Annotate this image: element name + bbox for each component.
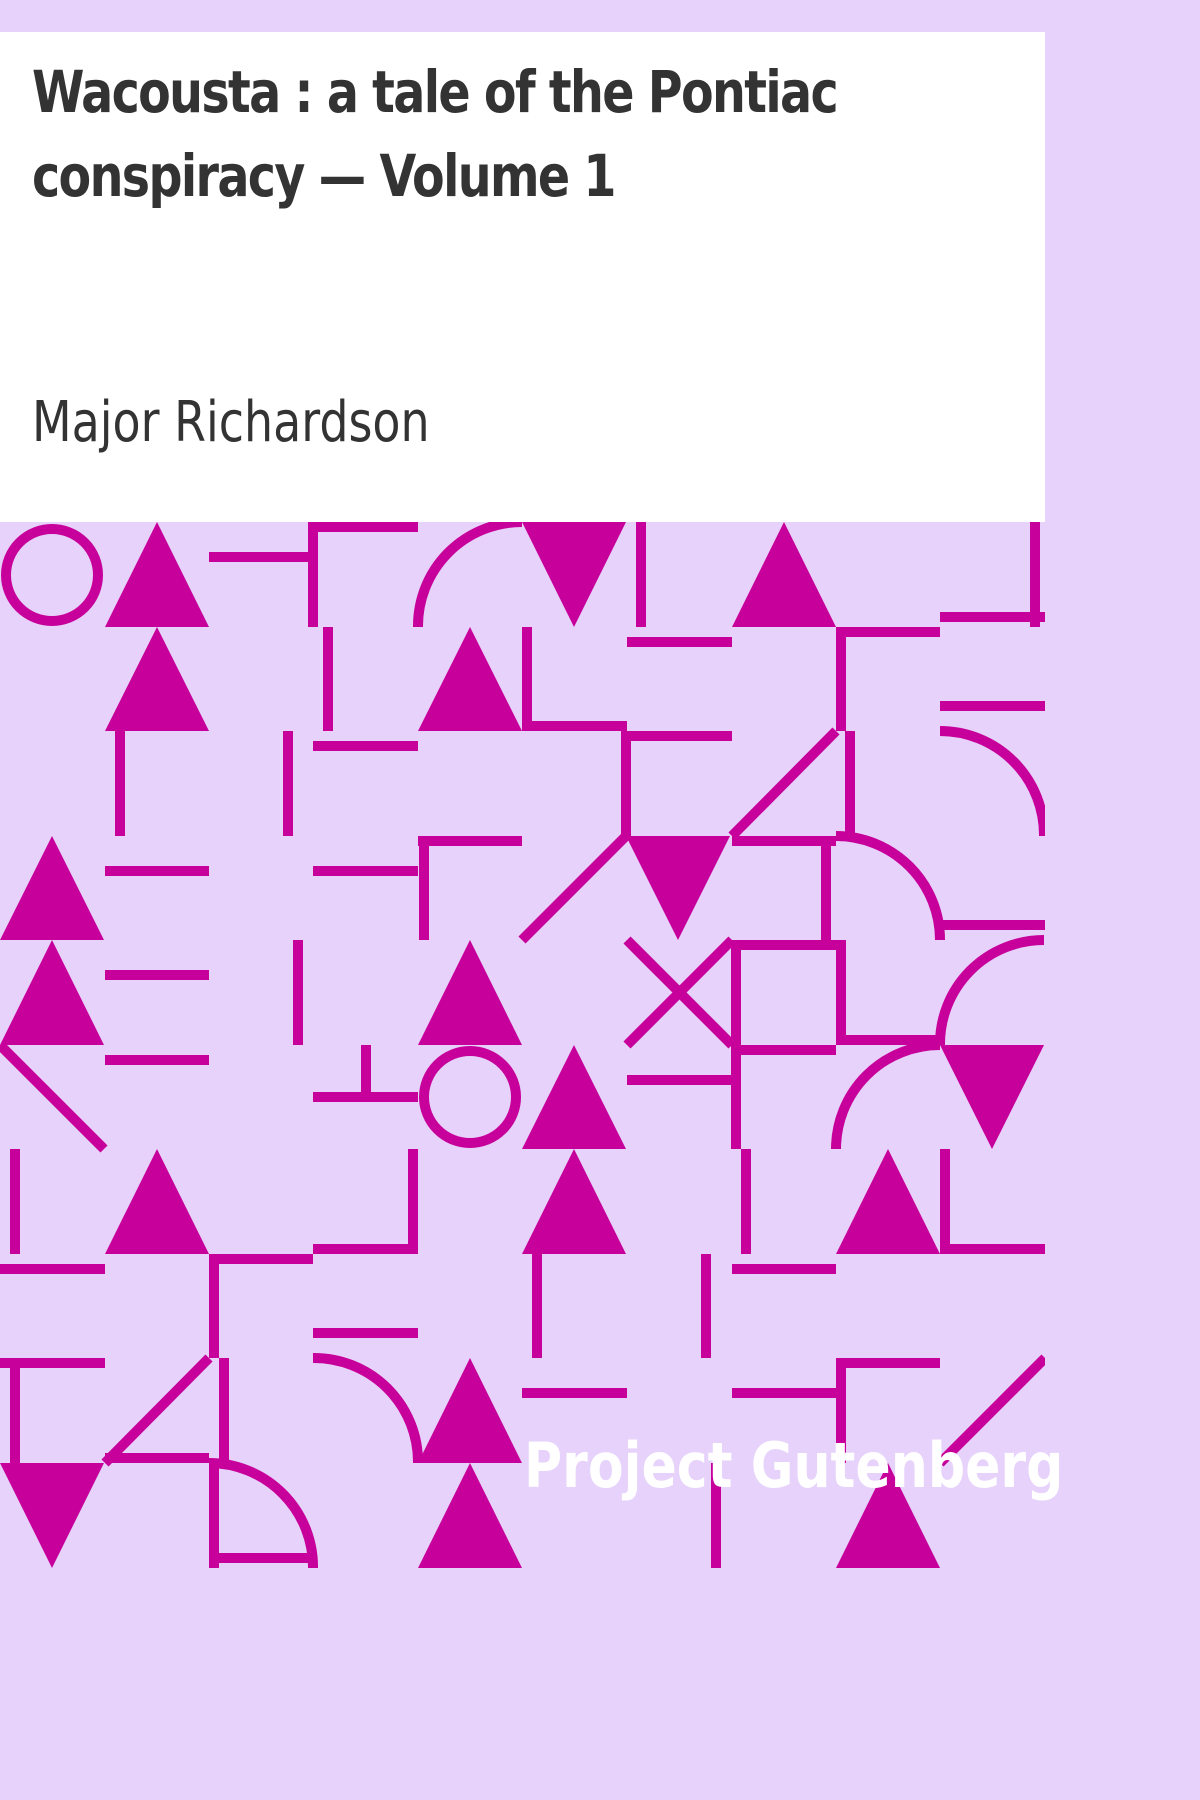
book-cover: Wacousta : a tale of the Pontiac conspir… [0, 0, 1064, 1568]
geometric-pattern [0, 522, 1045, 1568]
top-color-band [0, 0, 1045, 32]
book-author: Major Richardson [32, 390, 430, 455]
publisher-mark: Project Gutenberg [524, 1429, 1064, 1502]
book-title: Wacousta : a tale of the Pontiac conspir… [32, 58, 839, 210]
title-panel [0, 32, 1045, 522]
